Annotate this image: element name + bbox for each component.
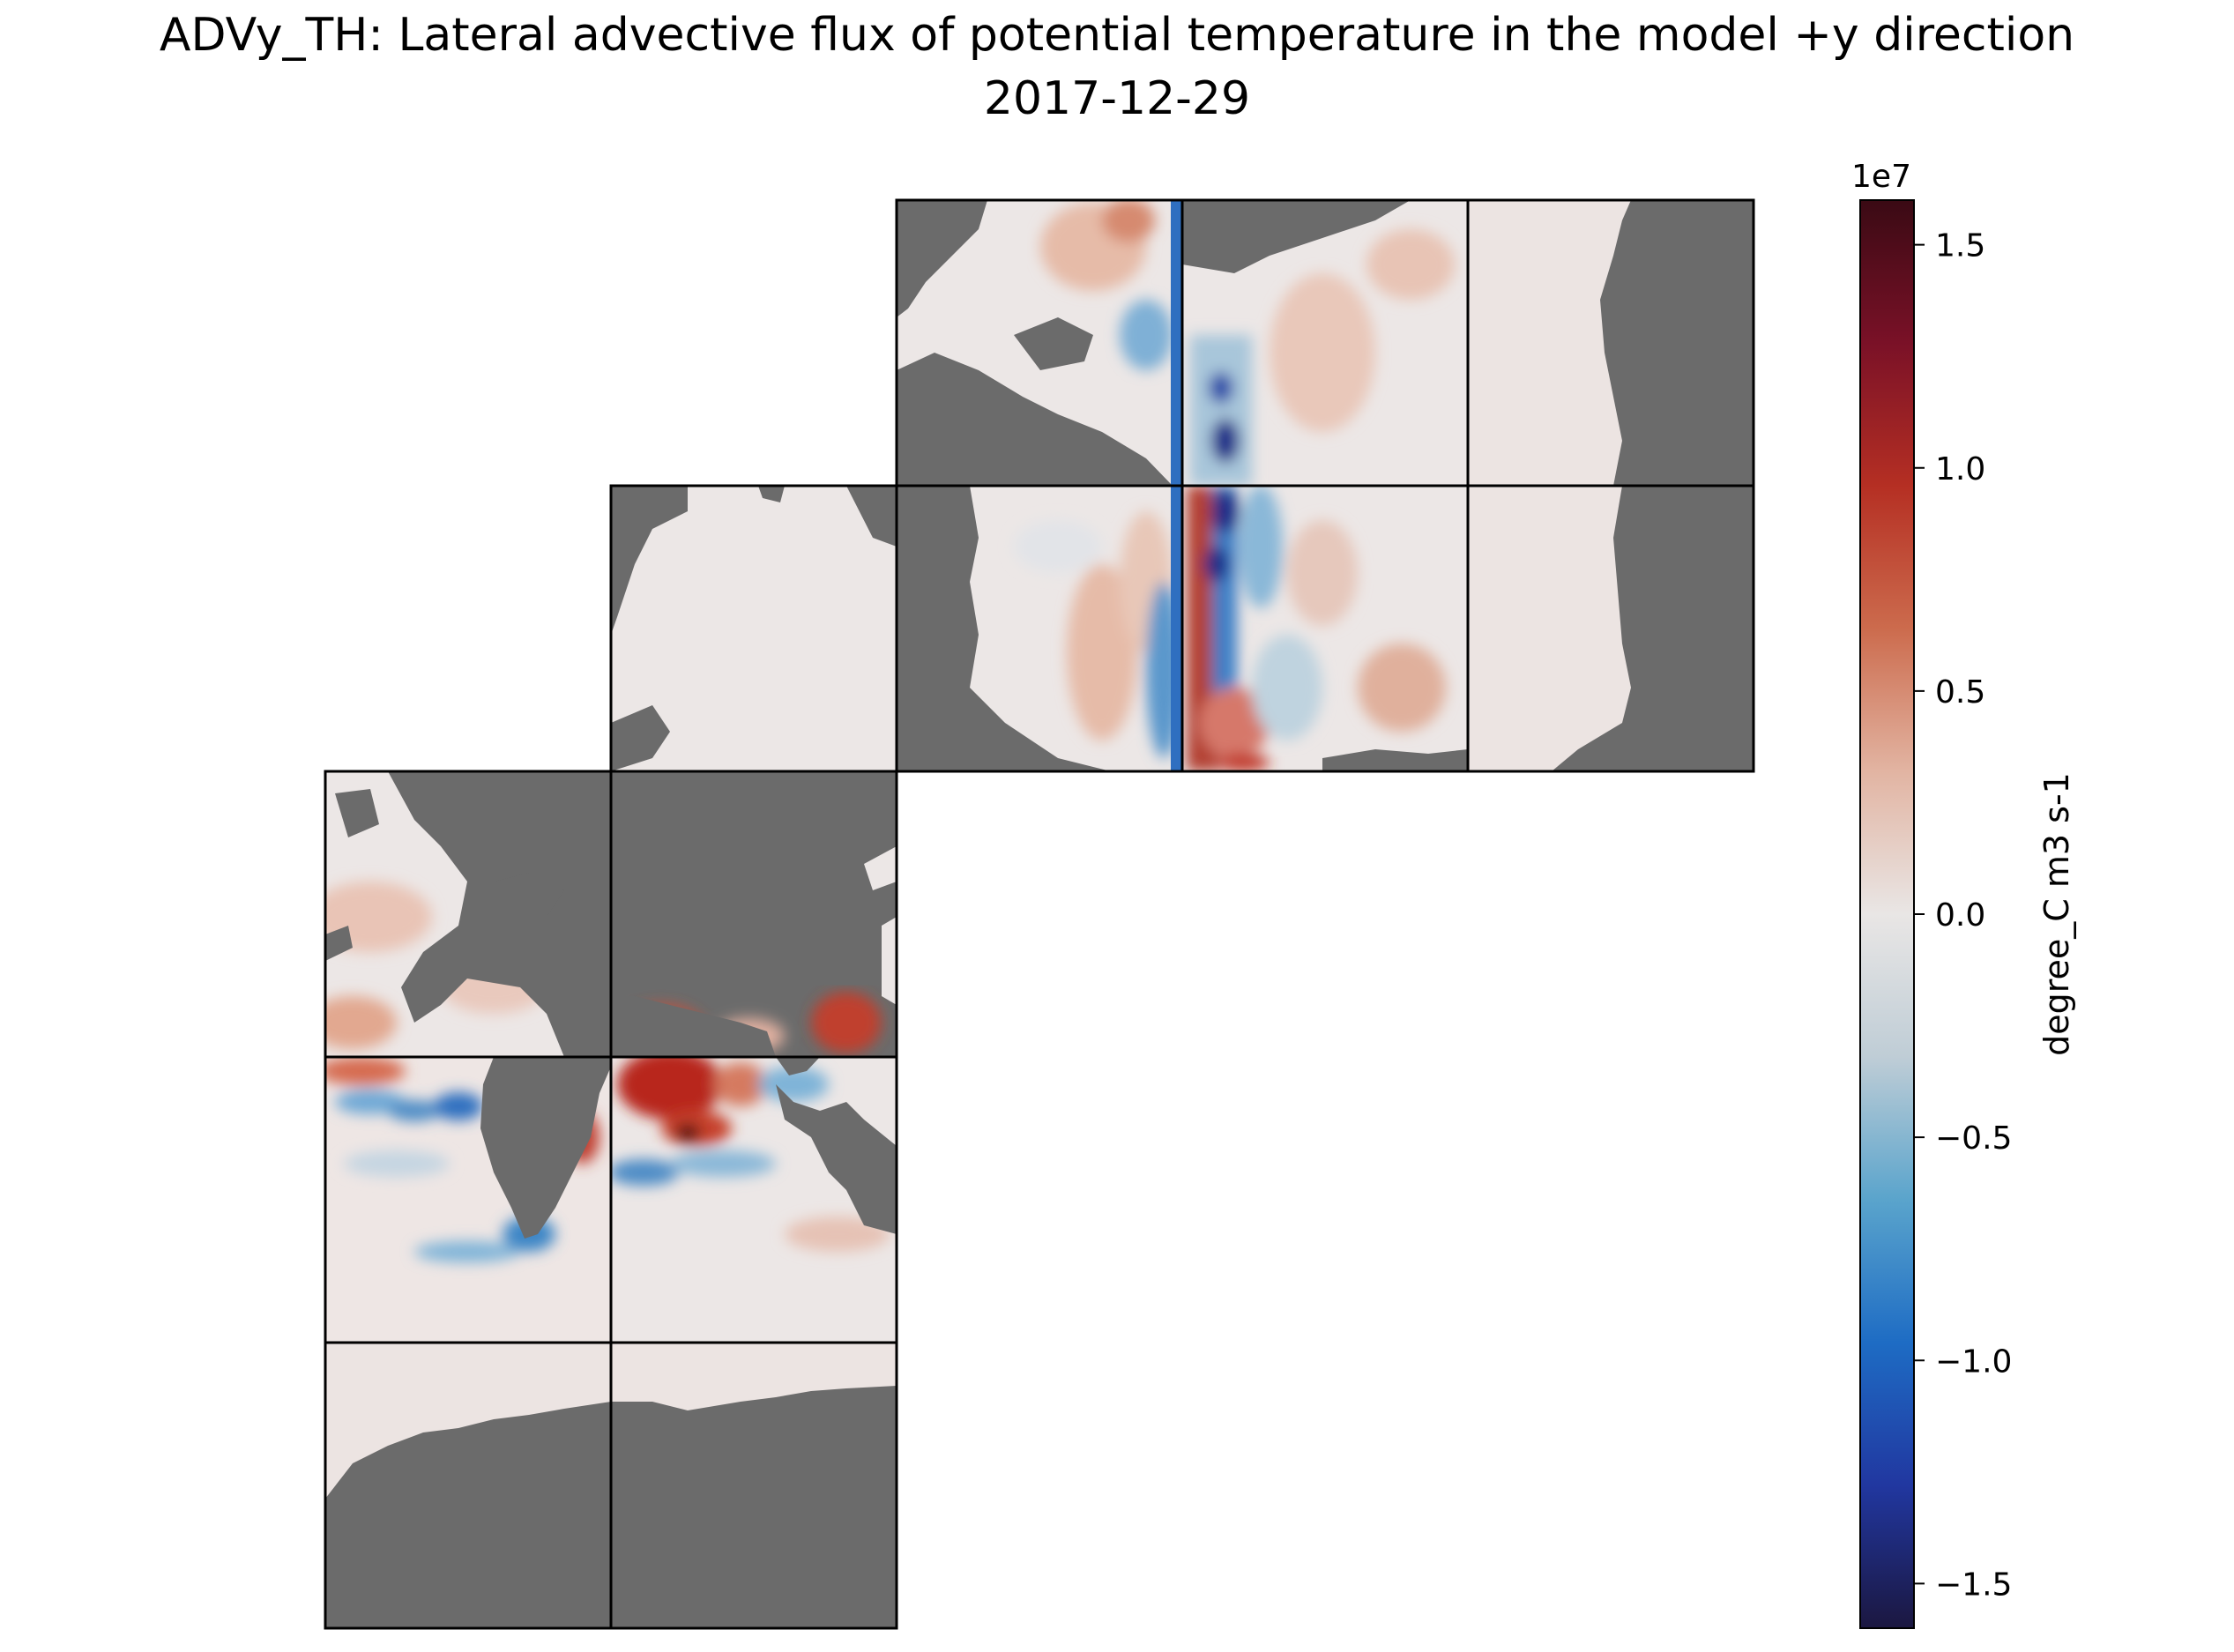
colorbar-tick-label: 0.0 <box>1935 897 1985 934</box>
colorbar-tick-label: 1.5 <box>1935 228 1985 264</box>
colorbar-label: degree_C m3 s-1 <box>2037 772 2076 1056</box>
facet-12 <box>1468 200 1754 486</box>
colorbar-offset-label: 1e7 <box>1851 159 1911 195</box>
colorbar-tick-label: 0.5 <box>1935 674 1985 711</box>
facet-3 <box>611 1057 897 1343</box>
facet-7 <box>897 486 1182 771</box>
colorbar-tick-label: −0.5 <box>1935 1120 2012 1157</box>
chart-title: ADVy_TH: Lateral advective flux of poten… <box>159 9 2075 62</box>
facet-4 <box>325 1343 611 1628</box>
facet-6 <box>611 486 897 771</box>
facet-10 <box>897 200 1182 486</box>
facet-0 <box>325 771 611 1057</box>
chart-subtitle-date: 2017-12-29 <box>983 72 1251 125</box>
colorbar: 1.5 1.0 0.5 0.0 −0.5 −1.0 −1.5 1e7 degree_C m3… <box>1851 159 2076 1629</box>
facet-8 <box>1182 486 1468 771</box>
colorbar-tick-label: −1.0 <box>1935 1343 2012 1380</box>
colorbar-tick-label: −1.5 <box>1935 1566 2012 1603</box>
colorbar-gradient <box>1859 199 1915 1629</box>
colorbar-tick-label: 1.0 <box>1935 451 1985 487</box>
facet-9 <box>1468 486 1754 771</box>
facet-grid <box>324 198 1755 1630</box>
colorbar-ticks: 1.5 1.0 0.5 0.0 −0.5 −1.0 −1.5 <box>1914 228 2012 1603</box>
facet-1 <box>611 771 897 1057</box>
facet-2 <box>325 1057 611 1343</box>
facet-5 <box>611 1343 897 1628</box>
facet-11 <box>1182 200 1468 486</box>
